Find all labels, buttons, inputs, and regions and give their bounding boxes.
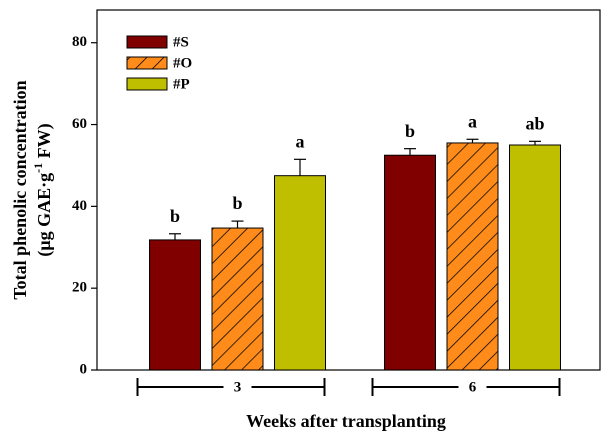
y-tick-label: 60 xyxy=(72,116,87,132)
y-tick-label: 20 xyxy=(72,280,87,296)
y-title-line2: (μg GAE·g-1 FW) xyxy=(31,123,55,256)
y-title-sup: -1 xyxy=(31,163,45,173)
significance-label: a xyxy=(296,131,305,151)
x-axis-title: Weeks after transplanting xyxy=(246,411,446,431)
significance-label: b xyxy=(232,193,242,213)
x-tick-label: 6 xyxy=(469,379,477,395)
y-tick-label: 40 xyxy=(72,198,87,214)
y-tick-label: 0 xyxy=(80,361,88,377)
bar xyxy=(149,239,201,371)
legend-label: #S xyxy=(173,34,189,50)
significance-label: ab xyxy=(525,113,544,133)
legend-swatch xyxy=(126,35,168,49)
plot-frame xyxy=(96,9,601,371)
legend-label: #O xyxy=(173,55,192,71)
bar xyxy=(509,144,561,371)
legend-swatch xyxy=(126,56,168,70)
y-title-part: (μg GAE·g xyxy=(34,173,55,257)
x-tick-label: 3 xyxy=(234,379,242,395)
bar xyxy=(446,142,499,371)
legend-label: #P xyxy=(173,76,190,92)
bar xyxy=(274,175,326,371)
y-title-line1: Total phenolic concentration xyxy=(10,80,30,299)
bar xyxy=(384,154,436,371)
significance-label: b xyxy=(405,121,415,141)
significance-label: a xyxy=(468,111,477,131)
y-title-part: FW) xyxy=(34,123,55,163)
bar xyxy=(211,227,264,371)
significance-label: b xyxy=(170,206,180,226)
y-tick-label: 80 xyxy=(72,34,87,50)
legend-swatch xyxy=(126,77,168,91)
y-axis-title: Total phenolic concentration (μg GAE·g-1… xyxy=(10,80,55,299)
